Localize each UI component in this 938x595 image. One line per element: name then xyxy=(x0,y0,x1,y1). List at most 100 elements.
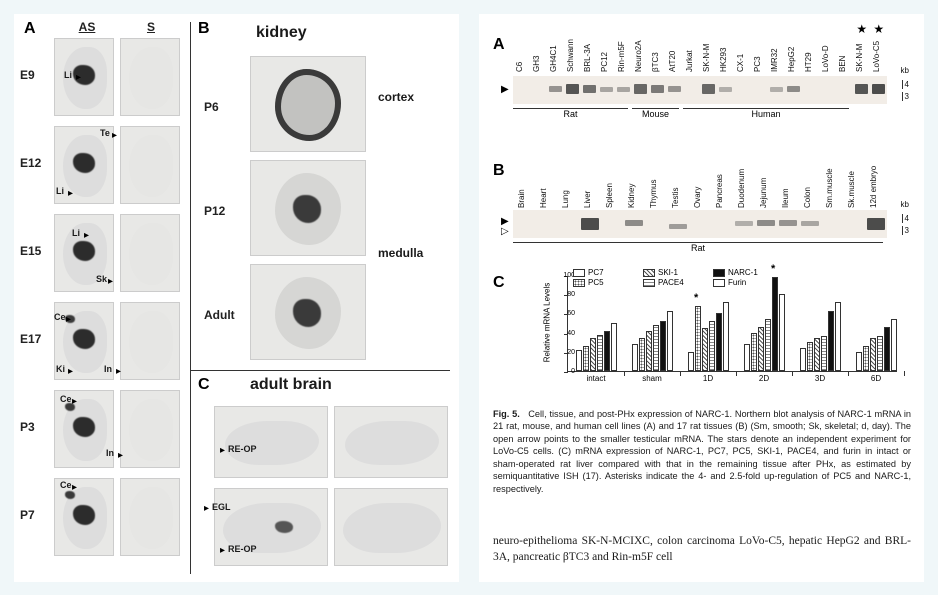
blot-b-band-5 xyxy=(625,220,643,226)
anno-reop1: RE-OP xyxy=(228,444,257,454)
blot-a-band-16 xyxy=(787,86,800,92)
blot-b-band-12 xyxy=(779,220,797,226)
blot-a-lane-20: SK-N-M xyxy=(855,44,864,72)
bar-2D-NARC-1 xyxy=(772,277,778,371)
ytick-20: 20 xyxy=(557,349,575,356)
blot-a-lane-17: HT29 xyxy=(804,52,813,72)
ytick-60: 60 xyxy=(557,310,575,317)
blot-a-lane-5: PC12 xyxy=(600,52,609,72)
legend-swatch-icon xyxy=(643,279,655,287)
kidney-adult xyxy=(250,264,366,360)
blot-a-band-2 xyxy=(549,86,562,92)
blot-b-band-16 xyxy=(867,218,885,230)
blot-a-lane-2: GH4C1 xyxy=(549,45,558,72)
blot-a-band-7 xyxy=(634,84,647,94)
bar-intact-PACE4 xyxy=(597,335,603,371)
bar-2D-PACE4 xyxy=(765,319,771,371)
blot-a-band-9 xyxy=(668,86,681,92)
row-label-e17: E17 xyxy=(20,332,41,346)
r-panel-c-label: C xyxy=(493,274,505,292)
bar-3D-PACE4 xyxy=(821,336,827,371)
blot-a-group-rat: Rat xyxy=(513,108,628,119)
ish-e12-s xyxy=(120,126,180,204)
chart-plot: ** xyxy=(567,276,897,372)
divider-ab xyxy=(190,22,191,574)
blot-b-group-rat: Rat xyxy=(513,242,883,253)
ish-e9-s xyxy=(120,38,180,116)
bar-2D-SKI-1 xyxy=(758,327,764,371)
bar-1D-SKI-1 xyxy=(702,328,708,371)
ish-e15-s xyxy=(120,214,180,292)
bar-3D-PC5 xyxy=(807,342,813,371)
blot-a-lane-15: IMR32 xyxy=(770,48,779,72)
blot-b-lane-3: Liver xyxy=(583,191,592,208)
blot-b-lane-13: Colon xyxy=(803,187,812,208)
asterisk-icon: * xyxy=(771,263,775,275)
bar-sham-NARC-1 xyxy=(660,321,666,371)
kidney-row-adult: Adult xyxy=(204,308,235,322)
kb-label-b: kb xyxy=(901,200,909,209)
blot-b-band-7 xyxy=(669,224,687,229)
row-label-e15: E15 xyxy=(20,244,41,258)
open-arrowhead-icon: ▷ xyxy=(501,226,509,237)
panel-a-label: A xyxy=(24,20,36,38)
kidney-p6 xyxy=(250,56,366,152)
arrow-icon: ▸ xyxy=(220,445,225,456)
asterisk-icon: * xyxy=(694,292,698,304)
bar-2D-Furin xyxy=(779,294,785,371)
divider-bc xyxy=(190,370,450,371)
bar-intact-NARC-1 xyxy=(604,331,610,371)
blot-a-group-mouse: Mouse xyxy=(632,108,679,119)
blot-a-lane-14: PC3 xyxy=(753,56,762,72)
bar-sham-Furin xyxy=(667,311,673,371)
blot-a-lane-19: BEN xyxy=(838,56,847,72)
cortex-label: cortex xyxy=(378,90,414,104)
bar-sham-PC7 xyxy=(632,344,638,371)
brain-r1-s xyxy=(334,406,448,478)
blot-b-lane-15: Sk.muscle xyxy=(847,171,856,208)
anno-p7_ce: Ce xyxy=(60,480,72,490)
legend-text: SKI-1 xyxy=(658,268,678,277)
bar-3D-PC7 xyxy=(800,348,806,371)
bar-6D-PC5 xyxy=(863,346,869,371)
blot-a-lane-4: BRL-3A xyxy=(583,44,592,72)
ytick-0: 0 xyxy=(557,368,575,375)
blot-a-band-5 xyxy=(600,87,613,92)
figure-caption: Fig. 5. Cell, tissue, and post-PHx expre… xyxy=(493,408,911,495)
kb-3-a: 3 xyxy=(902,92,909,101)
arrow-icon: ▸ xyxy=(220,545,225,556)
legend-swatch-icon xyxy=(643,269,655,277)
blot-b-lane-1: Heart xyxy=(539,188,548,208)
bar-sham-PACE4 xyxy=(653,325,659,371)
bar-6D-SKI-1 xyxy=(870,338,876,371)
blot-b-lane-14: Sm.muscle xyxy=(825,168,834,208)
northern-blot-b: kb 4 3 BrainHeartLungLiverSpleenKidneyTh… xyxy=(513,152,909,262)
legend-swatch-icon xyxy=(713,279,725,287)
row-label-e9: E9 xyxy=(20,68,35,82)
anno-egl: EGL xyxy=(212,502,231,512)
arrow-icon: ▸ xyxy=(66,314,71,325)
blot-a-band-3 xyxy=(566,84,579,94)
anno-p3_in: In xyxy=(106,448,114,458)
arrow-icon: ▸ xyxy=(68,188,73,199)
bar-2D-PC7 xyxy=(744,344,750,371)
bar-sham-SKI-1 xyxy=(646,331,652,371)
arrow-icon: ▸ xyxy=(108,276,113,287)
anno-reop2: RE-OP xyxy=(228,544,257,554)
legend-swatch-icon xyxy=(573,279,585,287)
blot-a-lane-7: Neuro2A xyxy=(634,40,643,72)
bar-2D-PC5 xyxy=(751,333,757,371)
legend-NARC-1: NARC-1 xyxy=(713,268,758,277)
bar-6D-NARC-1 xyxy=(884,327,890,371)
blot-b-lane-6: Thymus xyxy=(649,180,658,208)
star-icon: ★ xyxy=(856,22,867,36)
anno-e15_sk: Sk xyxy=(96,274,107,284)
caption-prefix: Fig. 5. xyxy=(493,409,520,419)
blot-a-band-15 xyxy=(770,87,783,92)
anno-e12_te: Te xyxy=(100,128,110,138)
anno-e17_ce: Ce xyxy=(54,312,66,322)
legend-swatch-icon xyxy=(713,269,725,277)
row-label-p7: P7 xyxy=(20,508,35,522)
legend-PACE4: PACE4 xyxy=(643,278,684,287)
blot-a-lane-12: HK293 xyxy=(719,48,728,72)
